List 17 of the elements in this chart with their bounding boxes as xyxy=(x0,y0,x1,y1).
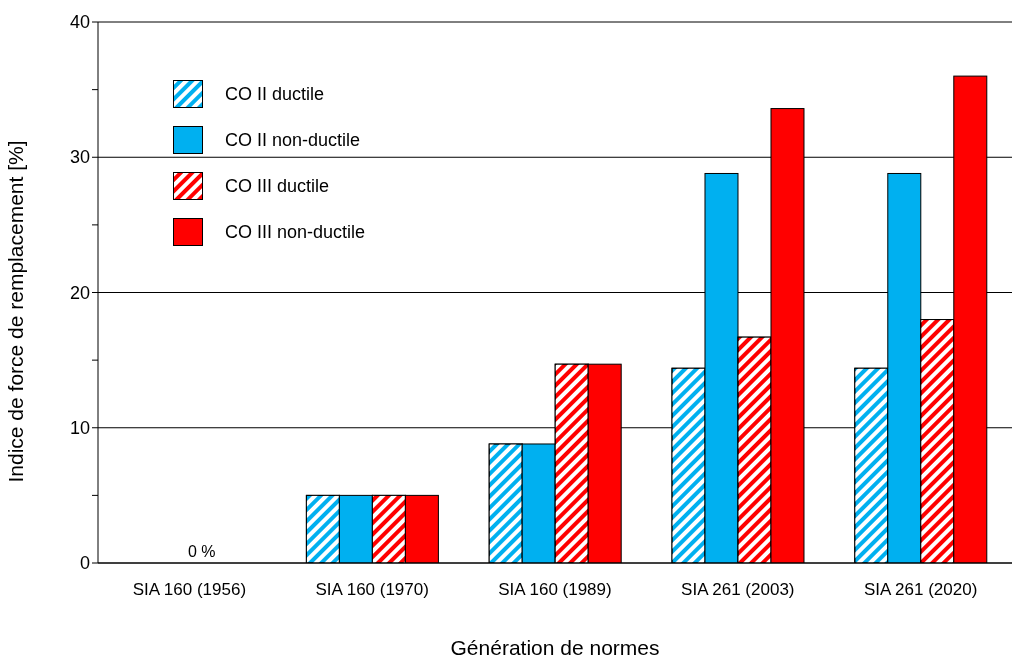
legend-label: CO II non-ductile xyxy=(225,129,361,151)
legend-label: CO III non-ductile xyxy=(225,221,366,243)
x-axis-title: Génération de normes xyxy=(450,636,660,659)
legend-label: CO II ductile xyxy=(225,83,325,105)
y-tick-label: 30 xyxy=(69,147,90,168)
y-axis-title: Indice de force de remplacement [%] xyxy=(4,140,28,483)
y-tick-label: 20 xyxy=(69,282,90,303)
y-tick-label: 10 xyxy=(69,417,90,438)
y-tick-label: 0 xyxy=(79,553,90,573)
x-tick-label: SIA 160 (1956) xyxy=(132,580,247,600)
y-tick-label: 40 xyxy=(69,12,90,32)
x-tick-label: SIA 261 (2003) xyxy=(681,580,795,600)
annotation: 0 % xyxy=(188,543,216,561)
x-tick-label: SIA 160 (1970) xyxy=(315,580,429,600)
legend-label: CO III ductile xyxy=(225,175,330,197)
x-tick-label: SIA 160 (1989) xyxy=(498,580,612,600)
x-tick-label: SIA 261 (2020) xyxy=(863,580,978,600)
